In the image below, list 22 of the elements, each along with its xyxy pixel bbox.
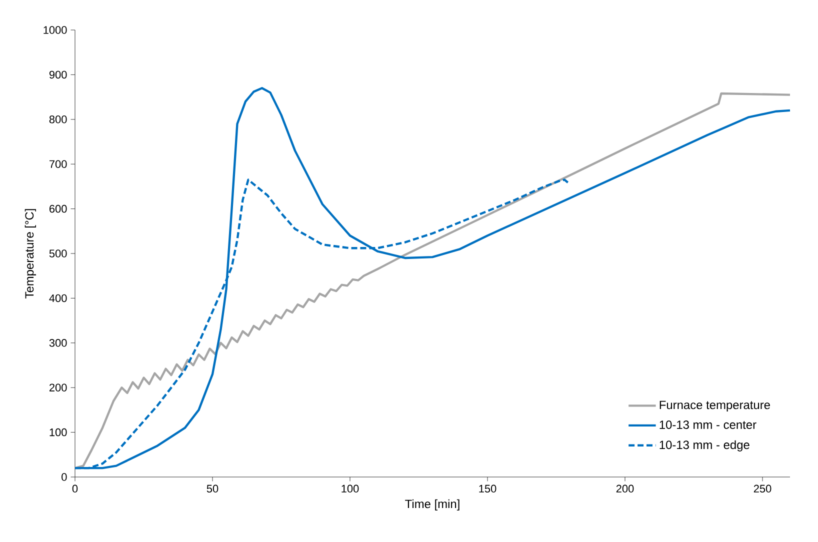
y-tick-label: 300 (49, 339, 67, 347)
y-tick-label: 900 (49, 70, 67, 79)
y-tick-label: 1000 (44, 26, 67, 34)
y-tick-label: 700 (50, 160, 67, 168)
y-tick-label: 200 (49, 384, 67, 392)
x-tick-label: 100 (342, 484, 359, 493)
y-tick-label: 600 (50, 204, 67, 213)
legend-label: 10-13 mm - center (660, 420, 756, 429)
y-tick-label: 100 (50, 428, 67, 436)
x-tick-label: 0 (72, 484, 78, 493)
x-tick-label: 250 (754, 484, 772, 493)
legend-label: 10-13 mm - edge (660, 440, 750, 452)
x-tick-label: 200 (616, 484, 634, 493)
legend-label: Furnace temperature (660, 400, 770, 412)
x-tick-label: 50 (206, 484, 218, 493)
x-axis-title: Time [min] (405, 499, 460, 511)
y-tick-label: 400 (49, 294, 67, 302)
y-tick-label: 800 (49, 116, 67, 124)
y-tick-label: 500 (49, 250, 67, 258)
y-axis-title: Temperature [°C] (24, 209, 36, 298)
y-tick-label: 0 (62, 473, 67, 481)
x-tick-label: 150 (479, 484, 496, 493)
